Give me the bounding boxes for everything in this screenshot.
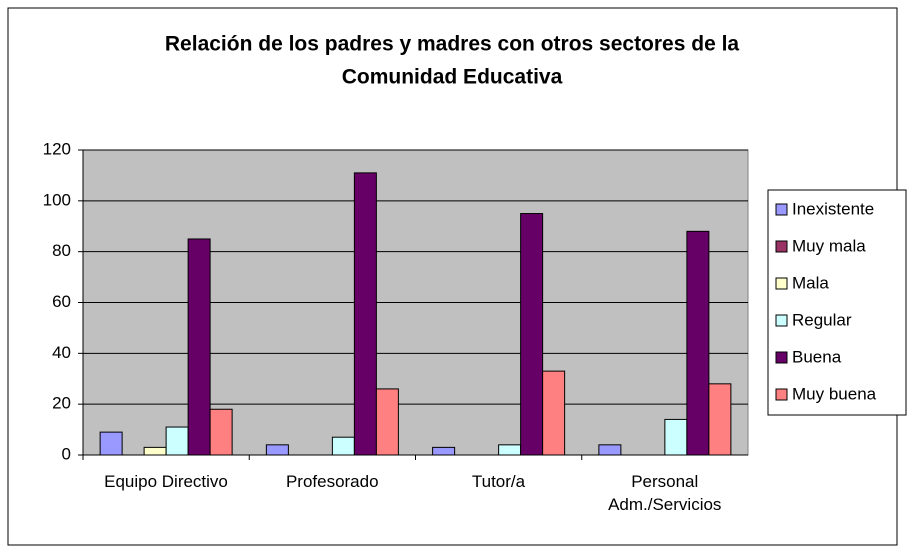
chart-title: Comunidad Educativa	[342, 66, 563, 89]
bar	[498, 444, 522, 456]
bar	[664, 418, 688, 456]
legend-swatch	[775, 203, 788, 216]
bar	[99, 431, 123, 456]
chart-title: Relación de los padres y madres con otro…	[165, 33, 740, 56]
legend-swatch	[775, 277, 788, 290]
x-tick-label: Equipo Directivo	[104, 472, 228, 491]
legend-swatch	[775, 240, 788, 253]
bar	[686, 230, 710, 456]
bar	[209, 408, 233, 456]
bar	[375, 388, 399, 456]
legend-label: Muy buena	[792, 384, 877, 403]
legend-label: Regular	[792, 310, 852, 329]
bar	[708, 383, 732, 456]
y-tick-label: 20	[52, 394, 71, 413]
y-tick-label: 100	[43, 190, 71, 209]
x-tick-label: Tutor/a	[471, 472, 526, 491]
legend-label: Inexistente	[792, 199, 874, 218]
bar	[542, 370, 566, 456]
bar	[143, 446, 167, 456]
bar	[598, 444, 622, 456]
bar	[265, 444, 289, 456]
y-tick-label: 40	[52, 343, 71, 362]
y-tick-label: 60	[52, 292, 71, 311]
bar	[520, 213, 544, 456]
y-tick-label: 80	[52, 241, 71, 260]
y-tick-label: 120	[43, 139, 71, 158]
legend-swatch	[775, 388, 788, 401]
x-tick-label: Personal Adm./Servicios	[608, 472, 722, 514]
legend-label: Buena	[792, 347, 842, 366]
legend-swatch	[775, 351, 788, 364]
bar	[187, 238, 211, 456]
legend-label: Muy mala	[792, 236, 866, 255]
legend-box	[767, 189, 907, 416]
x-tick-label: Profesorado	[285, 472, 379, 491]
bar	[353, 172, 377, 456]
bar	[432, 446, 456, 456]
legend-label: Mala	[792, 273, 829, 292]
bar	[165, 426, 189, 456]
bar	[331, 436, 355, 456]
legend-swatch	[775, 314, 788, 327]
y-tick-label: 0	[62, 444, 71, 463]
